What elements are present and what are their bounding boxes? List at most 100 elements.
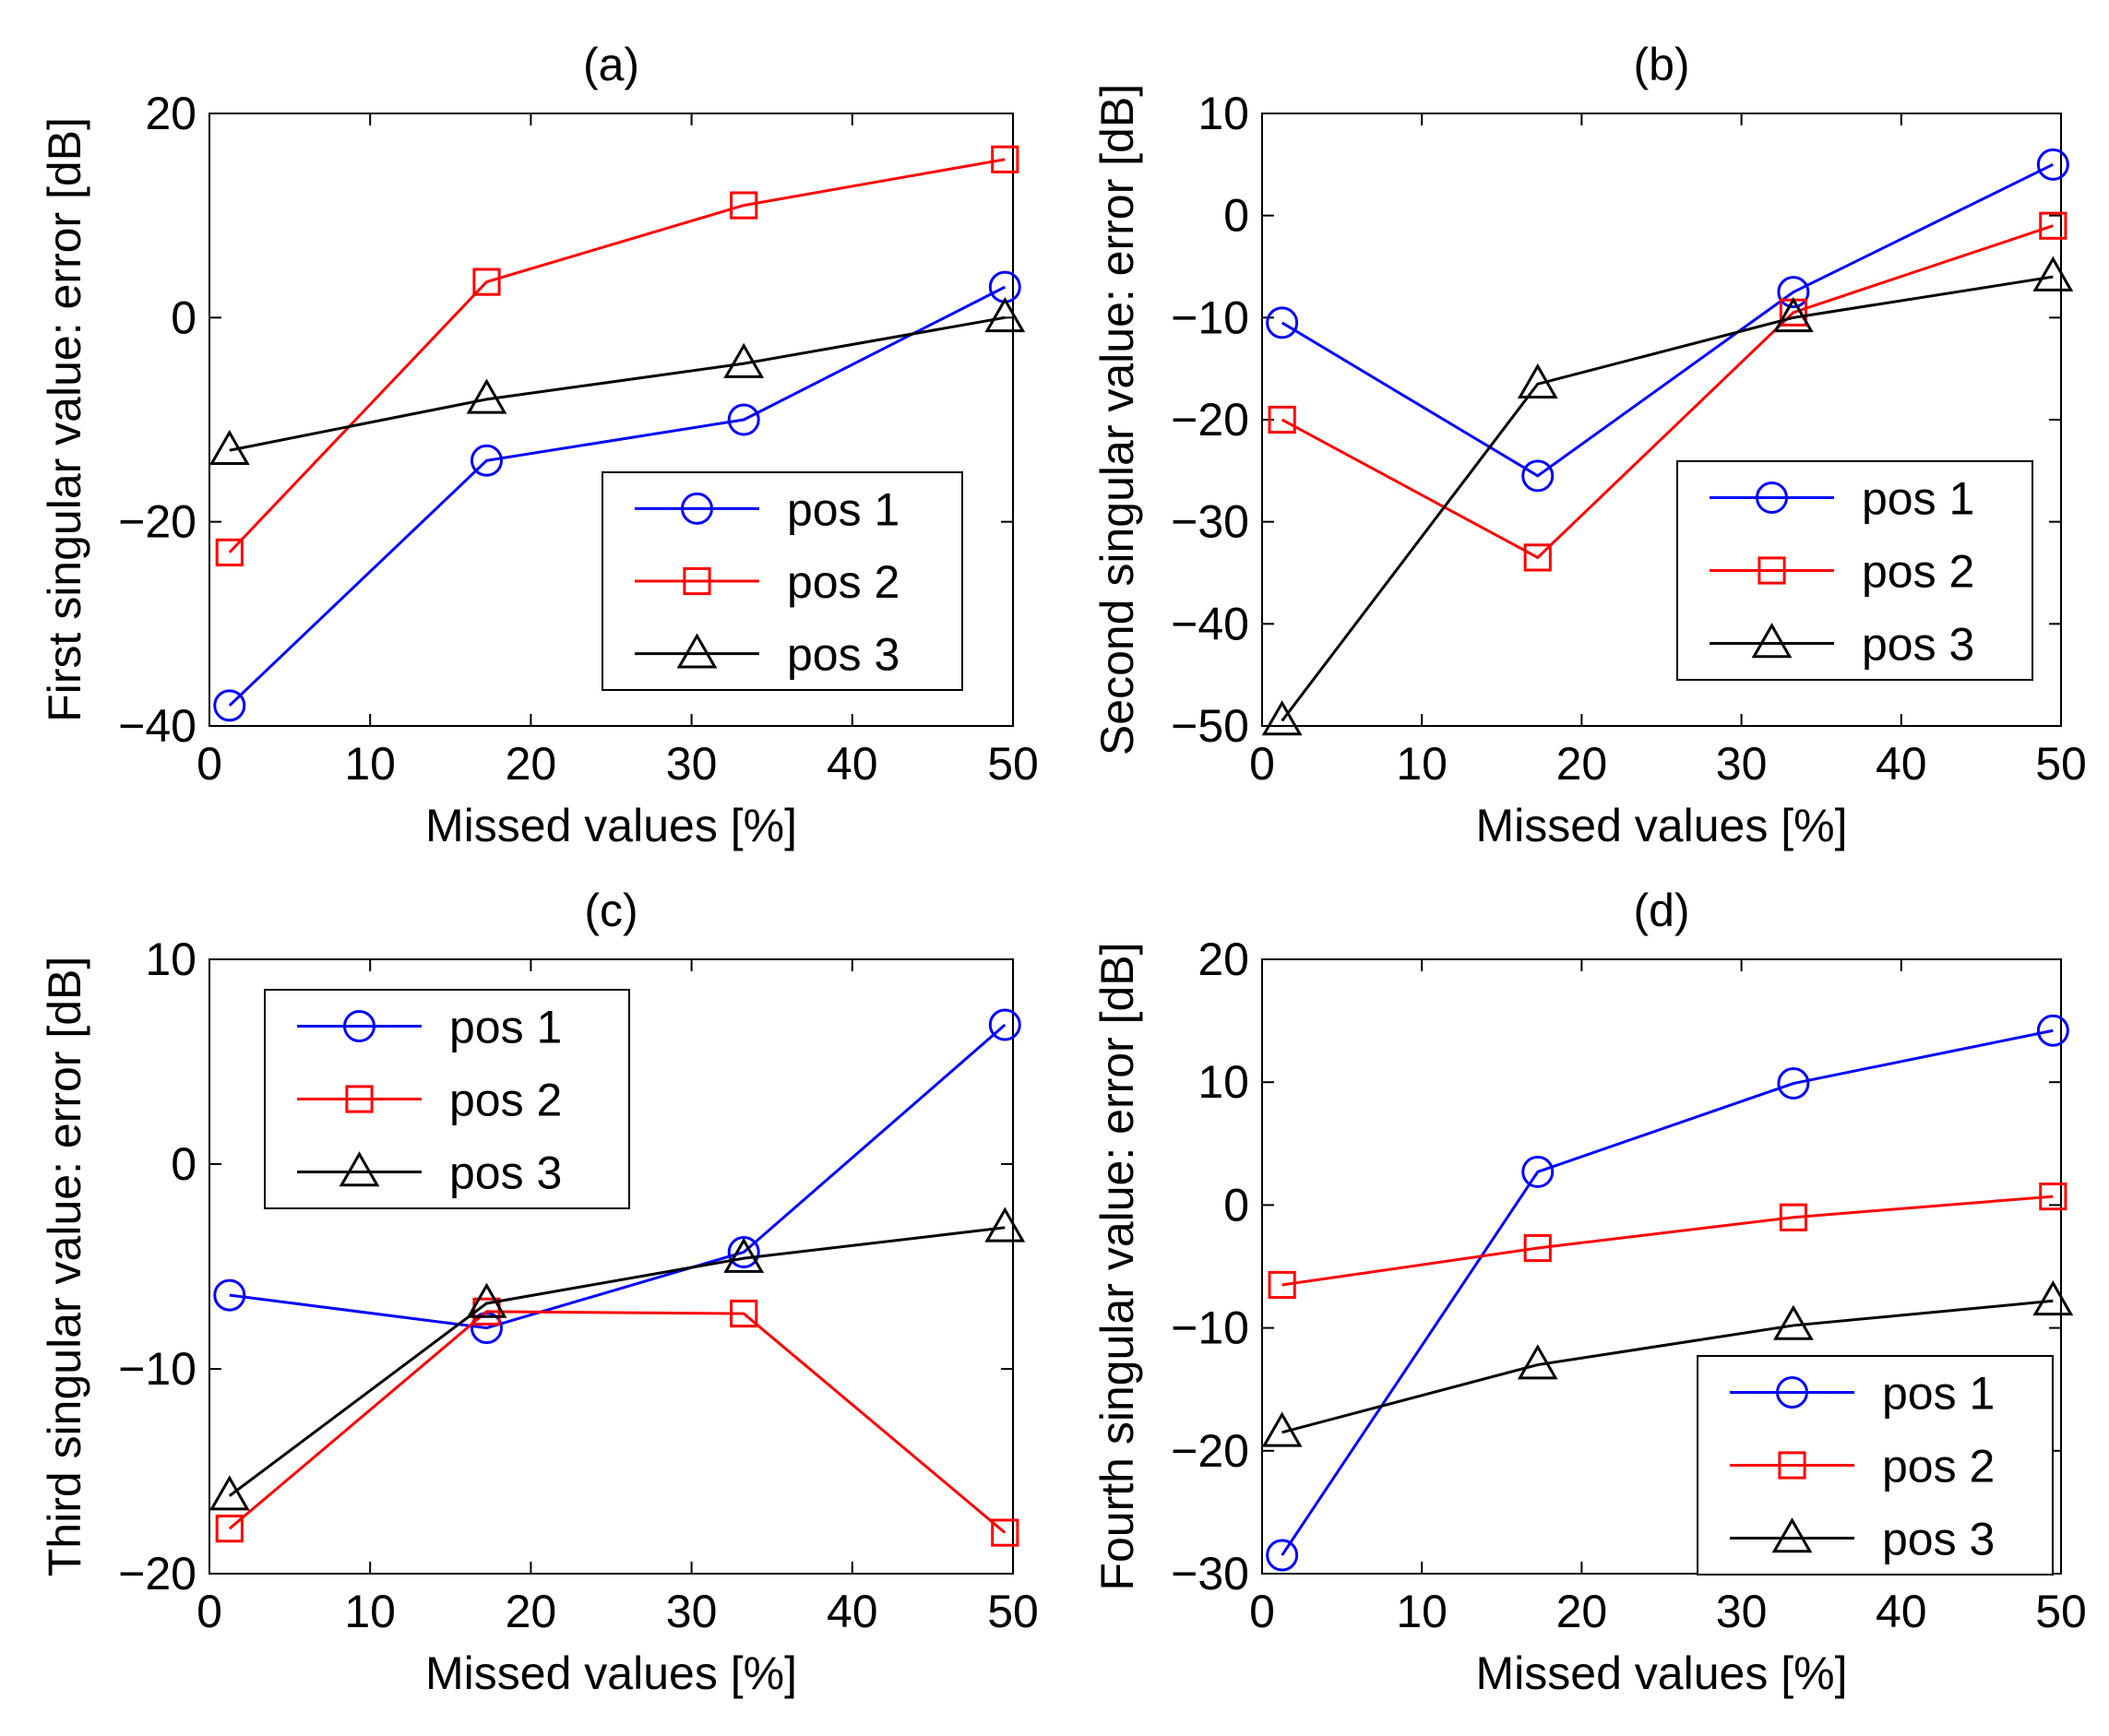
x-tick-label: 40	[827, 738, 878, 790]
x-tick-label: 50	[987, 738, 1039, 790]
x-tick-label: 10	[344, 738, 396, 790]
data-point	[730, 191, 758, 220]
data-point	[1517, 1344, 1558, 1380]
data-point	[723, 1237, 765, 1273]
y-axis-label: Fourth singular value: error [dB]	[1091, 942, 1143, 1590]
data-point	[727, 1235, 760, 1268]
series-pos-2	[1268, 211, 2067, 572]
series-pos-1	[1266, 148, 2069, 493]
legend-label: pos 3	[1862, 619, 1974, 671]
legend-label: pos 3	[787, 629, 900, 681]
series-pos-1	[213, 1008, 1021, 1345]
legend-label: pos 3	[449, 1147, 562, 1199]
legend-label: pos 2	[449, 1075, 562, 1126]
data-point	[988, 1008, 1021, 1041]
data-point	[723, 342, 765, 378]
legend: pos 1 pos 2 pos 3	[1697, 1355, 2054, 1575]
x-tick-label: 20	[506, 738, 557, 790]
legend-label: pos 2	[787, 556, 900, 608]
data-point	[466, 378, 507, 414]
data-point	[1779, 1203, 1807, 1231]
chart-title: (c)	[584, 885, 637, 936]
y-axis-label: First singular value: error [dB]	[39, 117, 90, 722]
series-line	[228, 158, 1006, 553]
x-tick-label: 50	[2035, 1586, 2087, 1637]
legend-label: pos 1	[1882, 1368, 1995, 1420]
series-line	[1281, 224, 2054, 560]
legend: pos 1 pos 2 pos 3	[602, 471, 963, 691]
x-tick-label: 10	[1396, 1586, 1448, 1637]
x-tick-label: 40	[1876, 1586, 1927, 1637]
panel-a: 0 10 20 30 40 50 −40 −20 0 20 (a) Missed values [%]…	[39, 39, 1039, 851]
x-axis-label: Missed values [%]	[1476, 1647, 1848, 1699]
data-point	[2036, 148, 2069, 181]
data-point	[472, 268, 501, 296]
panel-d: 0 10 20 30 40 50 −30 −20 −10 0 10 20 (d) Missed value…	[1091, 885, 2087, 1699]
y-tick-label: −10	[1171, 1302, 1249, 1354]
legend-marker	[683, 566, 711, 596]
x-tick-label: 0	[197, 738, 222, 790]
y-tick-label: −30	[1171, 1548, 1249, 1599]
y-tick-label: 20	[145, 88, 197, 139]
data-point	[2036, 1014, 2069, 1047]
y-tick-label: −30	[1171, 496, 1249, 548]
data-point	[215, 538, 244, 566]
series-line	[1281, 275, 2054, 722]
x-tick-label: 50	[987, 1586, 1039, 1637]
data-point	[1266, 306, 1299, 339]
legend-label: pos 1	[1862, 473, 1974, 525]
data-point	[1772, 1304, 1814, 1340]
series-pos-2	[1268, 1182, 2067, 1300]
series-line	[228, 1226, 1006, 1497]
data-point	[984, 297, 1026, 333]
legend-label: pos 2	[1882, 1441, 1995, 1492]
y-tick-label: 0	[171, 1138, 197, 1190]
panel-c: 0 10 20 30 40 50 −20 −10 0 10 (c) Missed values [%]…	[39, 885, 1039, 1699]
x-axis-label: Missed values [%]	[1476, 800, 1848, 851]
legend-marker	[681, 492, 713, 525]
legend: pos 1 pos 2 pos 3	[1676, 460, 2033, 681]
x-tick-label: 30	[1716, 738, 1768, 790]
y-tick-label: −20	[1171, 394, 1249, 446]
y-tick-label: 0	[171, 291, 197, 343]
y-tick-label: −20	[118, 1548, 197, 1599]
data-point	[2032, 256, 2074, 291]
series-line	[1281, 162, 2055, 478]
series-line	[228, 1310, 1007, 1534]
data-point	[1521, 459, 1555, 493]
series-pos-3	[209, 297, 1026, 465]
panel-b: 0 10 20 30 40 50 −50 −40 −30 −20 −10 0 10 (b) Missed v…	[1091, 39, 2087, 851]
legend-marker	[1756, 482, 1788, 514]
series-pos-2	[215, 145, 1019, 566]
data-point	[209, 429, 250, 465]
data-point	[730, 1299, 758, 1328]
x-tick-label: 20	[506, 1586, 557, 1637]
x-axis-label: Missed values [%]	[425, 1647, 797, 1699]
x-tick-label: 0	[1249, 738, 1275, 790]
legend-marker	[339, 1151, 380, 1187]
x-tick-label: 40	[827, 1586, 878, 1637]
y-tick-label: 20	[1197, 933, 1249, 985]
data-point	[215, 1515, 244, 1543]
data-point	[991, 1518, 1019, 1547]
y-tick-label: −50	[1171, 700, 1249, 752]
legend-marker	[345, 1085, 374, 1113]
legend-label: pos 2	[1862, 546, 1974, 598]
data-point	[1266, 1539, 1299, 1572]
data-point	[727, 403, 760, 436]
legend-marker	[676, 633, 718, 669]
legend-marker	[1771, 1517, 1813, 1553]
x-tick-label: 0	[1249, 1586, 1275, 1637]
series-pos-3	[1261, 1279, 2074, 1447]
legend-label: pos 1	[787, 483, 900, 535]
x-tick-label: 10	[1396, 738, 1448, 790]
series-line	[229, 315, 1006, 452]
chart-title: (a)	[583, 39, 639, 90]
data-point	[991, 145, 1019, 173]
data-point	[1523, 1233, 1552, 1263]
series-line	[228, 285, 1006, 707]
data-point	[1777, 1067, 1810, 1100]
y-tick-label: −10	[1171, 291, 1249, 343]
data-point	[2032, 1279, 2074, 1316]
